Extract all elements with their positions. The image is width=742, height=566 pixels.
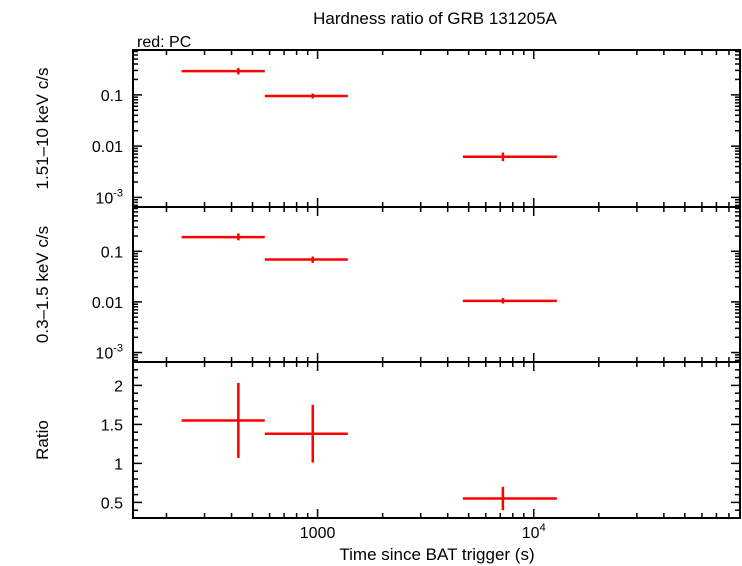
- y-tick-label: 2: [114, 378, 123, 395]
- y-tick-label: 0.1: [101, 244, 123, 261]
- data-point: [462, 152, 557, 162]
- data-point: [181, 67, 265, 75]
- y-tick-label: 0.01: [92, 295, 123, 312]
- panel-hard: 0.1 0.01 10-3 1.51–10 keV c/s: [33, 49, 741, 208]
- panel-frame: [132, 361, 741, 519]
- y-tick-label: 0.5: [101, 495, 123, 512]
- data-point: [264, 404, 348, 463]
- y-tick-label: 0.1: [101, 88, 123, 105]
- y-tick-label: 1: [114, 456, 123, 473]
- y-tick-label: 10-3: [95, 343, 123, 363]
- y-axis-label: 1.51–10 keV c/s: [33, 68, 52, 190]
- data-point: [264, 93, 348, 99]
- y-tick-label: 0.01: [92, 139, 123, 156]
- data-point: [462, 486, 557, 511]
- x-tick-label: 1000: [300, 525, 336, 542]
- panel-ratio: 0.5 1 1.5 2 Ratio: [33, 361, 741, 519]
- data-point: [462, 298, 557, 304]
- chart-subtitle: red: PC: [137, 34, 191, 51]
- x-axis-label: Time since BAT trigger (s): [339, 545, 534, 564]
- data-point: [181, 383, 265, 458]
- y-tick-label: 1.5: [101, 417, 123, 434]
- y-tick-label: 10-3: [95, 187, 123, 207]
- chart-title: Hardness ratio of GRB 131205A: [313, 9, 557, 28]
- data-point: [181, 233, 265, 241]
- data-point: [264, 256, 348, 263]
- panel-frame: [132, 49, 741, 208]
- y-axis-label: 0.3–1.5 keV c/s: [33, 226, 52, 343]
- x-tick-label: 104: [522, 522, 546, 542]
- y-axis-label: Ratio: [33, 420, 52, 460]
- panel-soft: 0.1 0.01 10-3 0.3–1.5 keV c/s: [33, 206, 741, 363]
- panel-frame: [132, 206, 741, 363]
